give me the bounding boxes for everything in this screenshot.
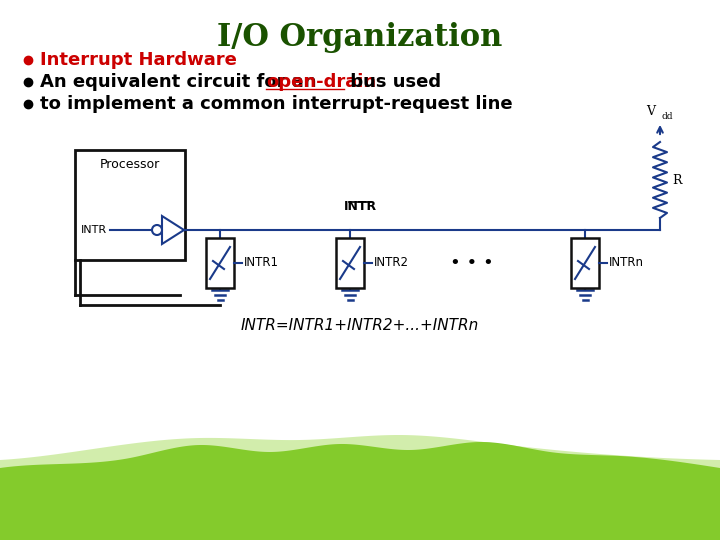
Text: to implement a common interrupt-request line: to implement a common interrupt-request … (40, 95, 513, 113)
Bar (0, 500, 720, 540)
Text: dd: dd (662, 112, 673, 121)
Text: open-drain: open-drain (266, 73, 377, 91)
Text: Interrupt Hardware: Interrupt Hardware (40, 51, 237, 69)
Text: INTR1: INTR1 (244, 256, 279, 269)
Text: INTRn: INTRn (609, 256, 644, 269)
Text: INTR2: INTR2 (374, 256, 409, 269)
Polygon shape (0, 435, 720, 540)
Text: Processor: Processor (100, 158, 160, 171)
Text: INTR=INTR1+INTR2+...+INTRn: INTR=INTR1+INTR2+...+INTRn (241, 318, 479, 333)
Circle shape (152, 225, 162, 235)
Bar (75, 150, 185, 260)
Text: INTR: INTR (343, 200, 377, 213)
Text: V: V (646, 105, 655, 118)
Text: An equivalent circuit for an: An equivalent circuit for an (40, 73, 323, 91)
Bar (571, 238, 599, 288)
Polygon shape (162, 216, 184, 244)
Text: • • •: • • • (450, 254, 494, 272)
Bar (336, 238, 364, 288)
Text: I/O Organization: I/O Organization (217, 22, 503, 53)
Text: R: R (672, 173, 682, 186)
Text: INTR: INTR (81, 225, 107, 235)
Polygon shape (0, 442, 720, 540)
Bar (206, 238, 234, 288)
Text: bus used: bus used (344, 73, 441, 91)
